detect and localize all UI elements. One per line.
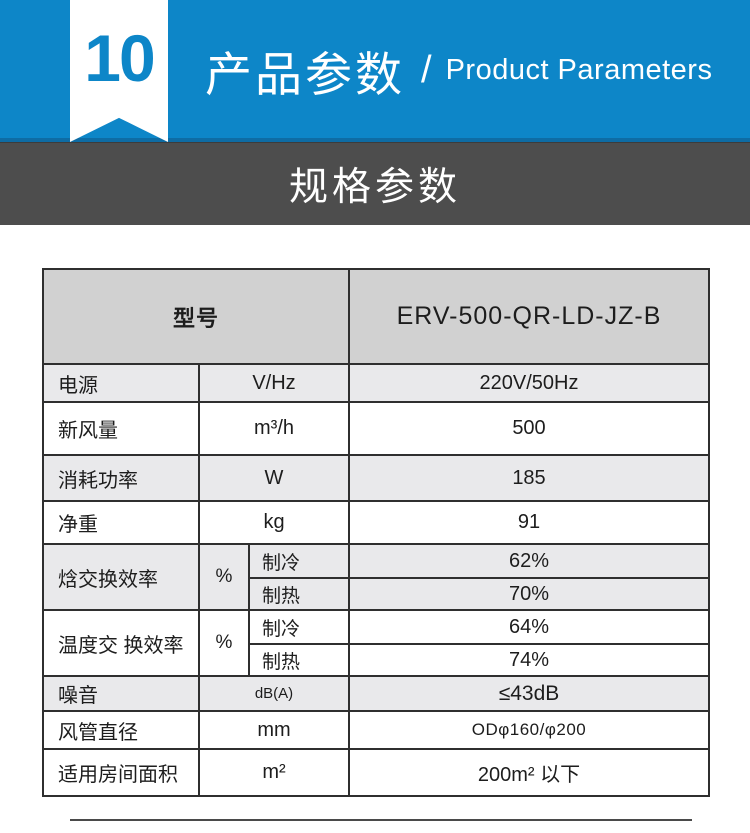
model-label-cell: 型号 — [44, 270, 350, 363]
table-row-applicable-room-area: 适用房间面积 m² 200m² 以下 — [44, 748, 708, 795]
page-title-cn: 产品参数 — [205, 47, 405, 101]
row-unit: V/Hz — [200, 365, 350, 401]
row-unit: kg — [200, 502, 350, 543]
row-unit: m³/h — [200, 403, 350, 454]
row-unit: W — [200, 456, 350, 500]
table-row-power-supply: 电源 V/Hz 220V/50Hz — [44, 363, 708, 401]
row-label: 噪音 — [44, 677, 200, 710]
table-row-noise: 噪音 dB(A) ≤43dB — [44, 675, 708, 710]
footer-divider-line — [70, 819, 692, 821]
subtitle-text: 规格参数 — [288, 166, 461, 209]
row-label: 适用房间面积 — [44, 750, 200, 795]
mode-label-heating: 制热 — [250, 643, 350, 675]
page-title-en: Product Parameters — [445, 53, 713, 86]
row-value: 220V/50Hz — [479, 371, 579, 394]
row-label: 新风量 — [44, 403, 200, 454]
row-value: 200m² 以下 — [477, 764, 581, 786]
title-separator: / — [421, 48, 432, 91]
mode-label-cooling: 制冷 — [250, 611, 350, 643]
row-label: 电源 — [44, 365, 200, 401]
mode-label-cooling: 制冷 — [250, 545, 350, 577]
row-unit: mm — [200, 712, 350, 748]
row-unit: m² — [200, 750, 350, 795]
row-label: 温度交 换效率 — [44, 611, 200, 675]
row-label: 风管直径 — [44, 712, 200, 748]
row-unit: % — [200, 611, 250, 675]
header-band-bottom-edge — [0, 138, 750, 142]
row-value-cooling: 64% — [508, 615, 550, 638]
section-number-ribbon: 10 — [70, 0, 168, 142]
table-row-temperature-exchange-efficiency: 温度交 换效率 % 制冷 64% 制热 74% — [44, 609, 708, 675]
row-value-cooling: 62% — [508, 549, 550, 572]
table-row-airflow: 新风量 m³/h 500 — [44, 401, 708, 454]
row-value: 500 — [512, 417, 546, 439]
row-value: 91 — [517, 511, 541, 533]
table-row-net-weight: 净重 kg 91 — [44, 500, 708, 543]
table-row-enthalpy-exchange-efficiency: 焓交换效率 % 制冷 62% 制热 70% — [44, 543, 708, 609]
row-label: 净重 — [44, 502, 200, 543]
row-value: 185 — [512, 466, 546, 489]
mode-label-heating: 制热 — [250, 577, 350, 609]
table-header-row: 型号 ERV-500-QR-LD-JZ-B — [44, 270, 708, 363]
model-value-cell: ERV-500-QR-LD-JZ-B — [396, 302, 662, 330]
row-value: ODφ160/φ200 — [471, 720, 587, 739]
row-value-heating: 70% — [350, 577, 708, 609]
row-label: 焓交换效率 — [44, 545, 200, 609]
spec-table: 型号 ERV-500-QR-LD-JZ-B 电源 V/Hz 220V/50Hz … — [42, 268, 710, 797]
table-row-power-consumption: 消耗功率 W 185 — [44, 454, 708, 500]
table-row-duct-diameter: 风管直径 mm ODφ160/φ200 — [44, 710, 708, 748]
row-value-heating: 74% — [350, 643, 708, 675]
subtitle-band: 规格参数 — [0, 142, 750, 225]
page-title: 产品参数 / Product Parameters — [205, 0, 712, 140]
row-label: 消耗功率 — [44, 456, 200, 500]
row-unit: dB(A) — [200, 677, 350, 710]
row-value: ≤43dB — [498, 681, 560, 705]
row-unit: % — [200, 545, 250, 609]
section-number: 10 — [84, 21, 155, 95]
